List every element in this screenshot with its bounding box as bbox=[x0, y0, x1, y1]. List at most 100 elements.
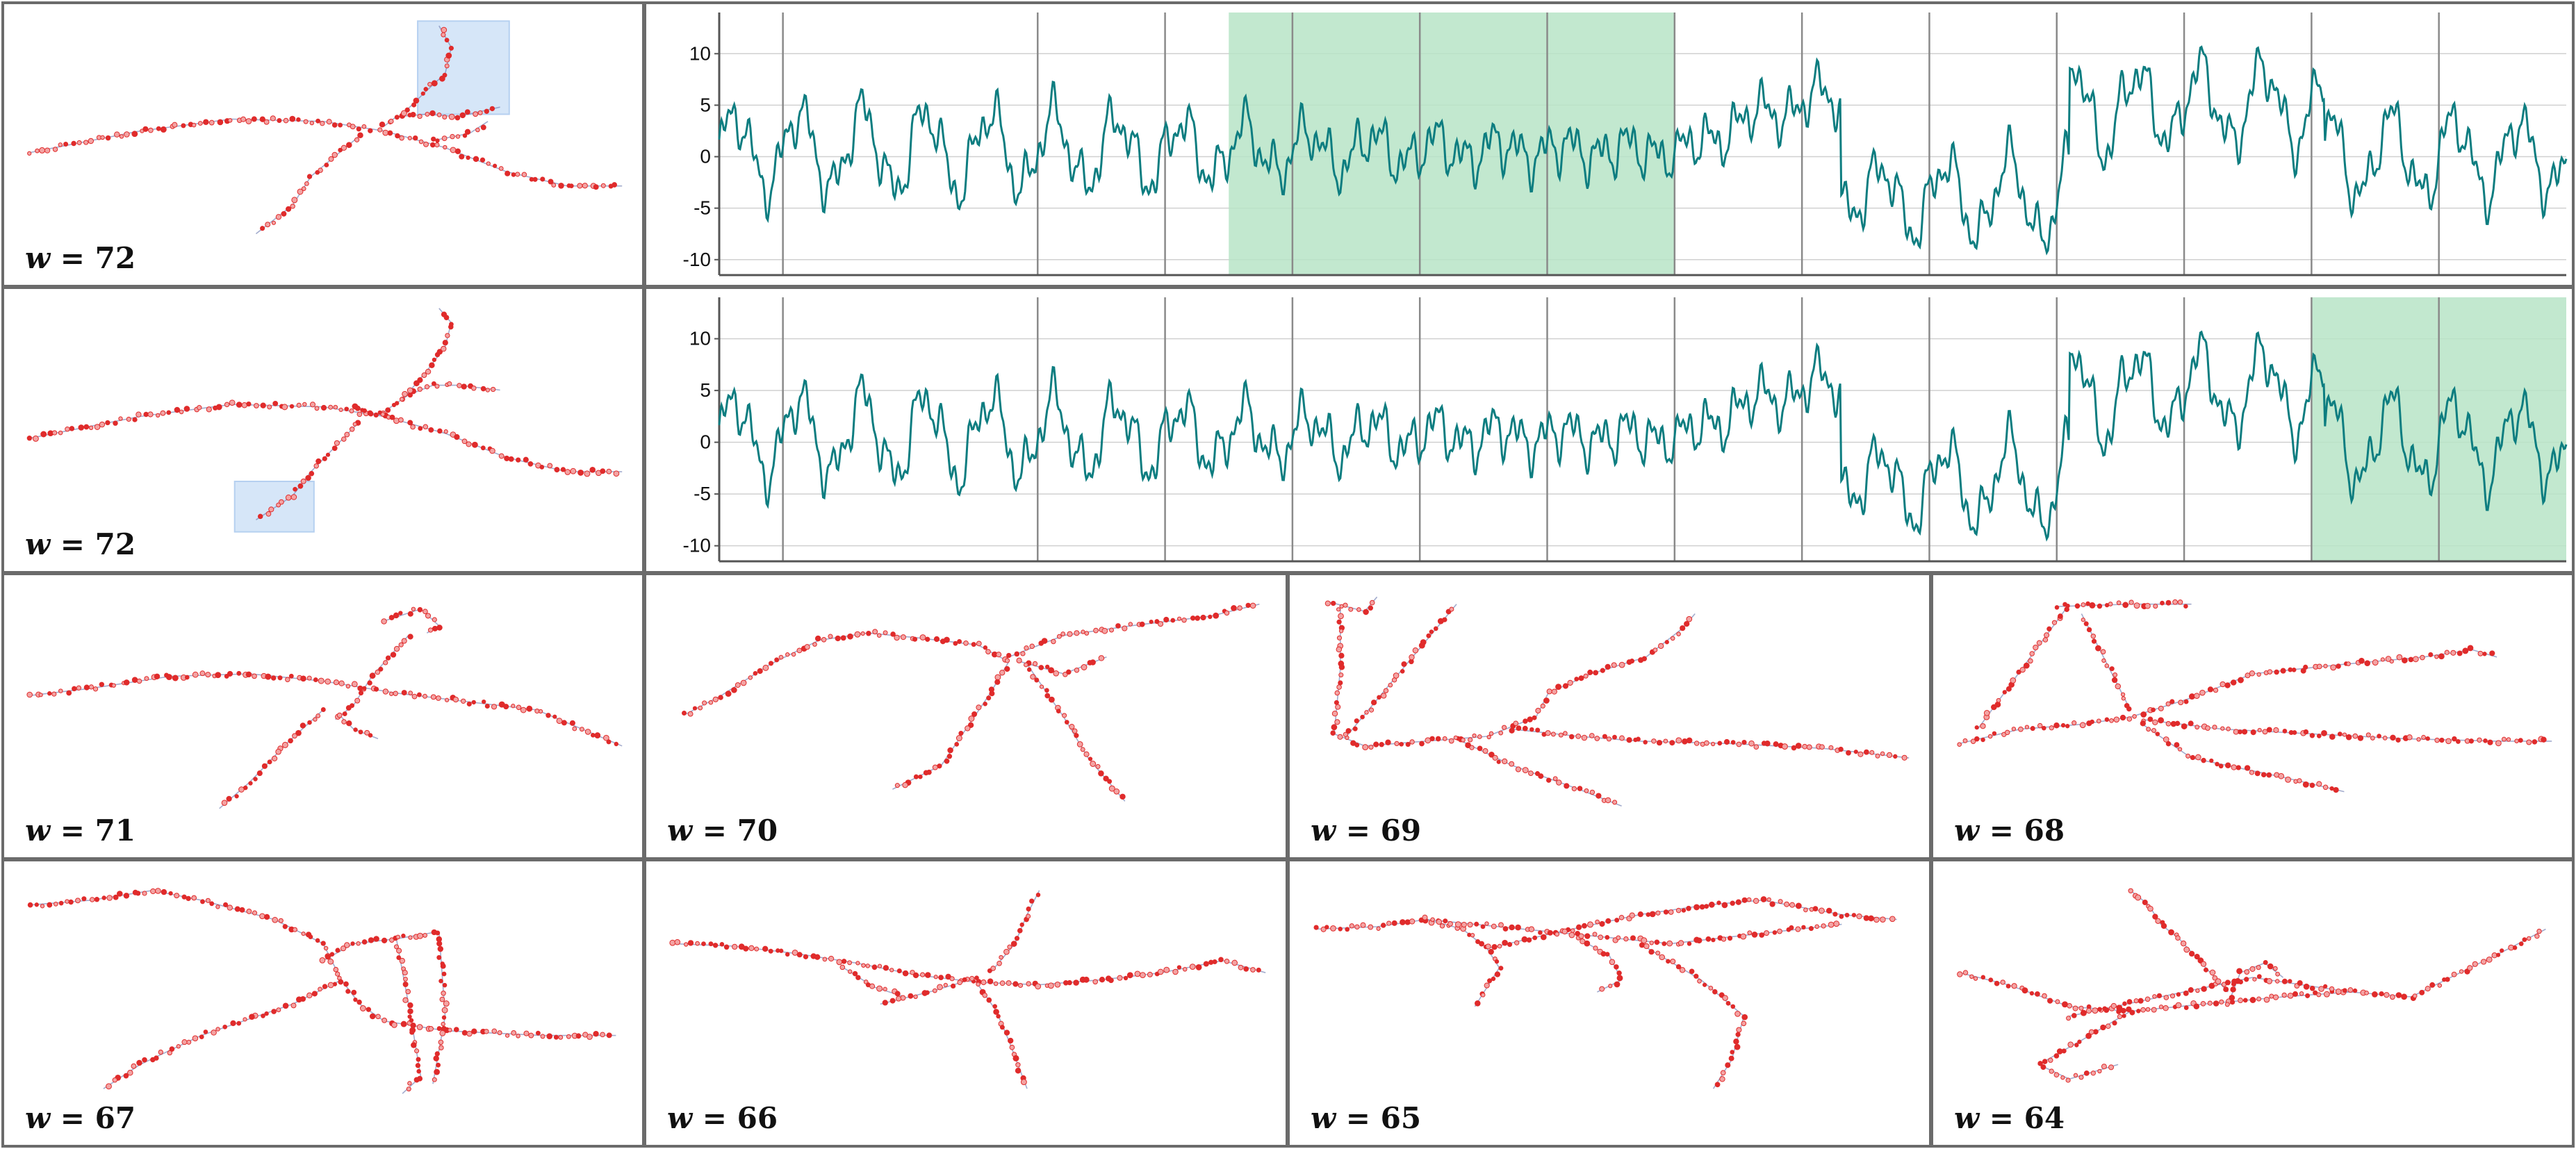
graph-node bbox=[2175, 935, 2181, 941]
graph-node bbox=[712, 696, 719, 702]
graph-node bbox=[127, 1070, 133, 1076]
graph-node bbox=[556, 718, 563, 725]
graph-node bbox=[2158, 705, 2164, 711]
graph-node bbox=[1618, 915, 1625, 920]
graph-node bbox=[40, 431, 47, 438]
graph-node bbox=[743, 945, 749, 952]
graph-node bbox=[2188, 720, 2194, 727]
graph-node bbox=[2091, 638, 2097, 644]
graph-node bbox=[417, 386, 423, 392]
graph-node bbox=[1727, 936, 1733, 941]
graph-node bbox=[2185, 753, 2191, 759]
graph-node bbox=[1612, 734, 1617, 740]
graph-node bbox=[1705, 936, 1712, 942]
graph-node bbox=[2142, 899, 2148, 906]
graph-node bbox=[2081, 618, 2085, 622]
graph-embedding-w64 bbox=[1957, 888, 2546, 1083]
graph-node bbox=[72, 686, 77, 692]
graph-node bbox=[1844, 912, 1850, 918]
graph-node bbox=[489, 447, 495, 454]
graph-node bbox=[1465, 742, 1471, 749]
graph-node bbox=[2401, 993, 2408, 1000]
graph-node bbox=[223, 902, 229, 907]
graph-node bbox=[1699, 904, 1705, 910]
graph-node bbox=[338, 147, 343, 153]
graph-node bbox=[1435, 736, 1441, 742]
graph-node bbox=[379, 122, 386, 128]
graph-node bbox=[308, 934, 313, 939]
graph-node bbox=[460, 698, 466, 704]
graph-node bbox=[1486, 734, 1491, 740]
graph-node bbox=[114, 131, 120, 138]
graph-node bbox=[320, 121, 325, 126]
graph-node bbox=[2072, 1005, 2078, 1011]
graph-node bbox=[2459, 969, 2464, 974]
graph-node bbox=[338, 122, 343, 128]
graph-node bbox=[2128, 888, 2133, 894]
graph-node bbox=[2309, 985, 2315, 991]
graph-node bbox=[2178, 700, 2184, 706]
graph-node bbox=[1098, 655, 1105, 661]
graph-node bbox=[66, 690, 72, 696]
graph-node bbox=[300, 675, 306, 682]
graph-node bbox=[564, 469, 571, 475]
graph-node bbox=[1313, 925, 1319, 930]
graph-node bbox=[410, 424, 416, 430]
graph-node bbox=[271, 1009, 277, 1014]
graph-node bbox=[606, 468, 612, 474]
graph-node bbox=[340, 945, 347, 952]
graph-node bbox=[1401, 661, 1407, 668]
graph-node bbox=[400, 1020, 407, 1027]
graph-node bbox=[462, 133, 468, 138]
graph-node bbox=[2333, 786, 2339, 793]
graph-node bbox=[2450, 650, 2456, 656]
graph-node bbox=[2116, 600, 2122, 606]
graph-node bbox=[445, 52, 452, 59]
graph-node bbox=[1893, 754, 1898, 759]
graph-node bbox=[285, 494, 292, 501]
graph-node bbox=[211, 1030, 217, 1036]
graph-node bbox=[433, 1055, 439, 1061]
graph-node bbox=[2002, 690, 2007, 695]
graph-node bbox=[1721, 902, 1728, 909]
graph-node bbox=[2224, 682, 2231, 688]
graph-node bbox=[334, 440, 340, 446]
graph-node bbox=[413, 1077, 420, 1083]
graph-node bbox=[89, 897, 95, 902]
graph-node bbox=[2291, 667, 2297, 672]
graph-node bbox=[812, 642, 817, 647]
graph-node bbox=[1026, 914, 1031, 919]
graph-node bbox=[1612, 800, 1618, 805]
graph-node bbox=[1449, 606, 1454, 612]
graph-node bbox=[2425, 986, 2431, 992]
graph-node bbox=[1409, 654, 1415, 661]
graph-node bbox=[1477, 734, 1482, 739]
graph-node bbox=[701, 941, 706, 946]
time-series-panel-row2: 10 5 0 -5 -10 bbox=[643, 286, 2575, 574]
graph-node bbox=[438, 1039, 444, 1045]
graph-node bbox=[1430, 917, 1435, 923]
graph-node bbox=[292, 733, 297, 739]
graph-node bbox=[1527, 716, 1533, 722]
graph-node bbox=[2207, 686, 2214, 693]
graph-node bbox=[442, 982, 448, 988]
graph-node bbox=[2372, 659, 2379, 666]
selection-box bbox=[417, 20, 510, 115]
graph-node bbox=[342, 711, 347, 717]
graph-node bbox=[1494, 959, 1500, 964]
graph-node bbox=[338, 680, 345, 686]
graph-node bbox=[1208, 614, 1213, 620]
graph-node bbox=[2035, 991, 2040, 997]
graph-node bbox=[1360, 714, 1365, 720]
graph-node bbox=[1736, 1027, 1742, 1033]
graph-node bbox=[719, 942, 725, 947]
graph-node bbox=[1605, 952, 1610, 957]
graph-node bbox=[2100, 649, 2106, 654]
graph-node bbox=[236, 402, 243, 408]
graph-node bbox=[933, 975, 938, 979]
graph-node bbox=[774, 657, 780, 663]
graph-node bbox=[2534, 934, 2540, 939]
graph-node bbox=[1663, 738, 1668, 744]
graph-node bbox=[2055, 999, 2060, 1005]
graph-node bbox=[548, 179, 554, 185]
